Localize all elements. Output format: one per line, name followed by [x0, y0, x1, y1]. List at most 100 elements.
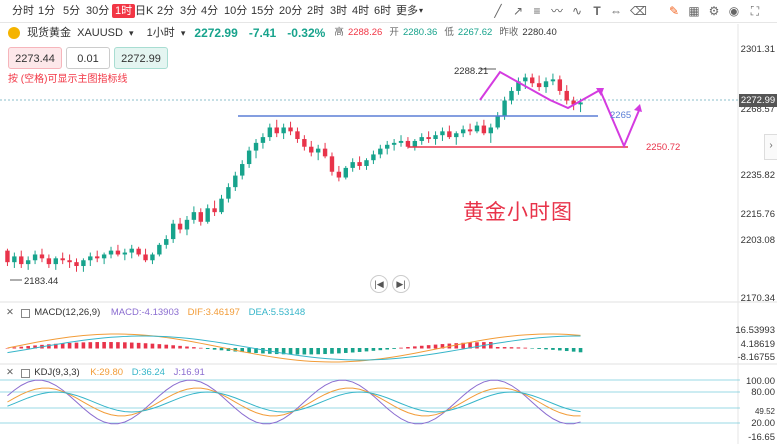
fib-icon[interactable]: ≡	[533, 4, 541, 18]
macd-name: MACD(12,26,9)	[34, 307, 101, 318]
timeframe-12[interactable]: 2时	[307, 5, 325, 17]
instrument-symbol[interactable]: XAUUSD	[77, 27, 123, 39]
scroll-left-button[interactable]: |◀	[370, 275, 388, 293]
indicator-hint: 按 (空格)可显示主图指标线	[8, 74, 128, 85]
interval-dropdown-icon[interactable]: ▾	[180, 28, 186, 38]
j-value: J:16.91	[173, 367, 205, 378]
interval-select[interactable]: 1小时	[146, 27, 175, 39]
timeframe-2[interactable]: 5分	[63, 5, 81, 17]
candle-body	[412, 140, 418, 147]
measure-icon[interactable]: ⇔	[610, 4, 622, 18]
macd-bar	[219, 348, 224, 351]
macd-bar	[164, 344, 169, 349]
low-label: 低	[444, 27, 454, 38]
candle-body	[5, 250, 10, 263]
candle-body	[391, 142, 397, 145]
timeframe-16[interactable]: 更多	[396, 5, 418, 17]
expand-icon[interactable]	[20, 369, 30, 378]
timeframe-toolbar: 分时 1分 5分 30分 1时 日K 2分 3分 4分 10分 15分 20分 2时 3时 4时 6时 更多 ▾ …	[0, 0, 777, 23]
timeframe-0[interactable]: 分时	[12, 5, 34, 17]
macd-bar	[309, 348, 314, 355]
curve-icon[interactable]: ∿	[571, 4, 583, 18]
candle-body	[115, 250, 121, 255]
timeframe-6[interactable]: 2分	[157, 5, 175, 17]
macd-bar	[116, 342, 120, 349]
macd-bar	[205, 348, 210, 349]
macd-bar	[419, 345, 424, 349]
quantity-input[interactable]: 0.01	[66, 47, 110, 69]
settings-icon[interactable]: ⚙	[708, 4, 720, 18]
close-icon[interactable]: ✕	[6, 307, 14, 318]
sell-price-box[interactable]: 2273.44	[8, 47, 62, 69]
quote-infobar: 现货黄金 XAUUSD ▾ 1小时 ▾ 2272.99 -7.41 -0.32%…	[0, 24, 700, 42]
eraser-icon[interactable]: ⌫	[630, 4, 647, 18]
macd-bar	[454, 343, 459, 349]
candle-body	[205, 208, 210, 222]
symbol-dropdown-icon[interactable]: ▾	[129, 28, 134, 38]
buy-price-box[interactable]: 2272.99	[114, 47, 168, 69]
timeframe-13[interactable]: 3时	[330, 5, 348, 17]
timeframe-7[interactable]: 3分	[180, 5, 198, 17]
edit-icon[interactable]: ✎	[668, 4, 680, 18]
candle-body	[364, 160, 369, 166]
ray-line-icon[interactable]: ↗	[512, 4, 524, 18]
macd-bar	[509, 347, 514, 349]
k-value: K:29.80	[90, 367, 124, 378]
expand-icon[interactable]	[20, 309, 30, 318]
timeframe-14[interactable]: 4时	[352, 5, 370, 17]
candle-body	[329, 156, 335, 172]
macd-bar	[254, 348, 258, 354]
kdj-axis-1: 100.00	[745, 376, 775, 387]
forecast-path	[479, 70, 601, 110]
scroll-right-button[interactable]: ▶|	[392, 275, 410, 293]
timeframe-8[interactable]: 4分	[201, 5, 219, 17]
timeframe-15[interactable]: 6时	[374, 5, 392, 17]
timeframe-5[interactable]: 日K	[135, 5, 154, 17]
candle-body	[336, 171, 342, 178]
current-price-tag: 2272.99	[739, 94, 777, 107]
macd-bar	[316, 348, 320, 355]
layout-icon[interactable]: ▦	[688, 4, 700, 18]
candle-body	[350, 162, 355, 168]
candle-body	[122, 252, 128, 255]
candle-body	[157, 244, 162, 255]
low-marker-label: 2183.44	[24, 276, 59, 287]
timeframe-4[interactable]: 1时	[112, 4, 136, 18]
candle-body	[260, 137, 266, 143]
macd-bar	[226, 348, 231, 351]
macd-bar	[440, 344, 445, 349]
timeframe-11[interactable]: 20分	[279, 5, 303, 17]
macd-bar	[171, 345, 175, 349]
more-dropdown-icon[interactable]: ▾	[419, 6, 424, 15]
candle-body	[67, 260, 72, 263]
candle-body	[288, 127, 293, 132]
candle-body	[88, 256, 93, 261]
candle-body	[25, 260, 31, 265]
fullscreen-icon[interactable]: ⛶	[750, 4, 760, 18]
macd-bar	[544, 348, 548, 350]
macd-bar	[399, 347, 403, 349]
macd-bar	[47, 344, 51, 349]
timeframe-9[interactable]: 10分	[224, 5, 248, 17]
expand-panel-icon[interactable]: ›	[764, 134, 777, 160]
camera-icon[interactable]: ◉	[728, 4, 740, 18]
candle-body	[150, 254, 155, 261]
macd-bar	[564, 348, 569, 352]
close-icon[interactable]: ✕	[6, 367, 14, 378]
candle-body	[550, 79, 556, 82]
macd-bar	[461, 342, 465, 349]
timeframe-1[interactable]: 1分	[38, 5, 56, 17]
kdj-axis-4: 20.00	[751, 418, 775, 429]
instrument-name[interactable]: 现货黄金	[27, 27, 72, 39]
macd-bar	[350, 348, 355, 353]
timeframe-3[interactable]: 30分	[86, 5, 110, 17]
candle-body	[267, 127, 273, 138]
trend-line-icon[interactable]: ╱	[494, 4, 502, 18]
macd-bar	[240, 348, 245, 353]
macd-bar	[495, 347, 500, 349]
wave-icon[interactable]: 〰	[550, 4, 563, 18]
timeframe-10[interactable]: 15分	[251, 5, 275, 17]
candle-body	[564, 90, 569, 101]
text-tool-icon[interactable]: T	[593, 4, 601, 18]
